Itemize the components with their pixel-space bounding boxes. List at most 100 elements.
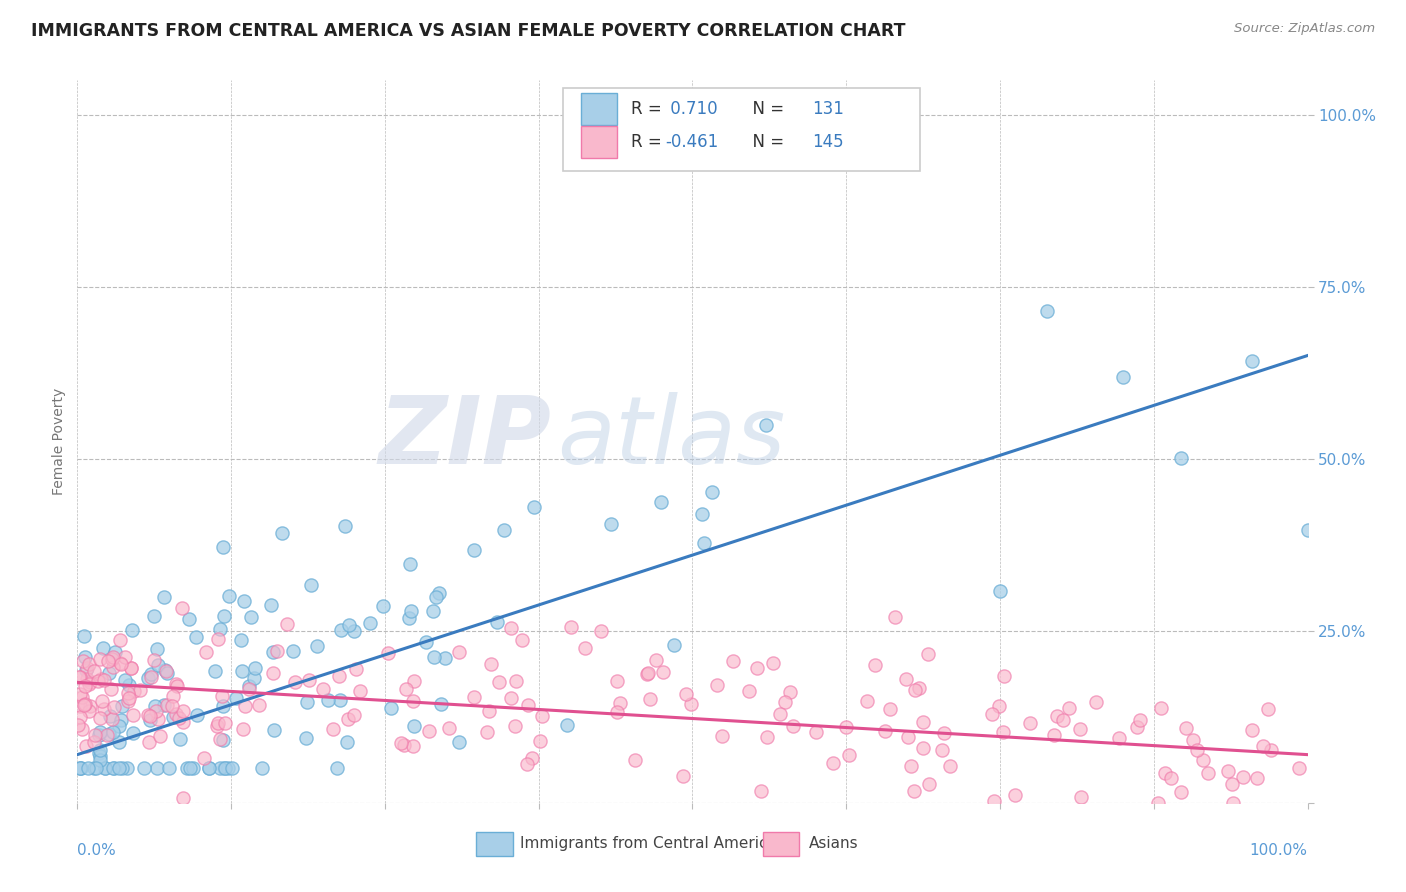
Point [69, 670, 91, 684]
Point [1251, 739, 1274, 753]
Point [988, 583, 1011, 598]
Text: 131: 131 [811, 100, 844, 118]
Point [117, 694, 139, 708]
Point [139, 714, 162, 728]
Point [1192, 753, 1215, 767]
Point [897, 730, 920, 744]
Point [79, 674, 101, 689]
Point [167, 711, 190, 725]
Point [93, 673, 115, 687]
Point [1146, 796, 1168, 810]
Point [1197, 765, 1219, 780]
Point [993, 669, 1015, 683]
Point [240, 609, 263, 624]
Point [138, 734, 160, 748]
Y-axis label: Female Poverty: Female Poverty [52, 388, 66, 495]
Point [149, 729, 172, 743]
Point [917, 647, 939, 661]
Point [209, 622, 232, 636]
Point [1288, 761, 1310, 775]
Point [93, 702, 115, 716]
Point [609, 696, 631, 710]
Text: 100.0%: 100.0% [1250, 843, 1308, 857]
Point [238, 682, 260, 697]
Point [89, 749, 111, 764]
Point [1057, 701, 1080, 715]
Point [263, 723, 285, 738]
Point [522, 751, 544, 765]
Point [212, 608, 235, 623]
Point [437, 721, 460, 735]
Point [153, 591, 176, 605]
Point [76, 761, 98, 775]
Point [276, 617, 298, 632]
Point [118, 690, 141, 705]
Point [117, 685, 139, 699]
FancyBboxPatch shape [477, 831, 513, 856]
FancyBboxPatch shape [762, 831, 800, 856]
Point [235, 699, 257, 714]
Point [745, 661, 768, 675]
Point [204, 664, 226, 678]
Point [749, 784, 772, 798]
Point [145, 642, 167, 657]
Point [1154, 766, 1177, 780]
Point [142, 653, 165, 667]
Point [155, 664, 177, 678]
Point [1004, 788, 1026, 802]
Point [769, 706, 792, 721]
Point [89, 711, 111, 725]
Point [153, 663, 176, 677]
Point [186, 630, 208, 644]
Point [107, 761, 129, 775]
Point [96, 728, 118, 742]
Point [69, 761, 91, 775]
Point [110, 713, 132, 727]
Point [343, 707, 366, 722]
Point [172, 791, 194, 805]
Point [1170, 785, 1192, 799]
Point [662, 638, 685, 652]
FancyBboxPatch shape [581, 94, 617, 125]
Point [638, 691, 661, 706]
Point [875, 724, 897, 739]
Point [153, 698, 176, 712]
Point [110, 633, 132, 648]
Point [377, 646, 399, 660]
Point [821, 756, 844, 771]
Point [425, 590, 447, 604]
Point [479, 657, 502, 671]
Point [773, 695, 796, 709]
Point [560, 620, 582, 634]
Point [344, 662, 367, 676]
Point [225, 690, 247, 705]
Point [229, 633, 252, 648]
Point [165, 707, 187, 722]
Point [738, 684, 761, 698]
Point [87, 728, 110, 742]
Point [103, 699, 125, 714]
Point [389, 736, 412, 750]
Point [120, 661, 142, 675]
Point [337, 618, 360, 632]
Point [214, 716, 236, 731]
Point [157, 761, 180, 775]
Point [108, 656, 131, 670]
Point [779, 685, 801, 699]
Point [478, 705, 501, 719]
Point [114, 673, 136, 687]
Point [427, 586, 450, 600]
Point [900, 759, 922, 773]
Point [1108, 731, 1130, 745]
Point [1150, 700, 1173, 714]
Point [73, 697, 96, 711]
Point [117, 761, 139, 775]
Point [762, 656, 785, 670]
Point [207, 632, 229, 647]
Point [380, 701, 402, 715]
Point [93, 641, 115, 656]
Point [402, 739, 425, 753]
Point [160, 698, 183, 713]
Point [73, 698, 96, 713]
Point [247, 698, 270, 713]
